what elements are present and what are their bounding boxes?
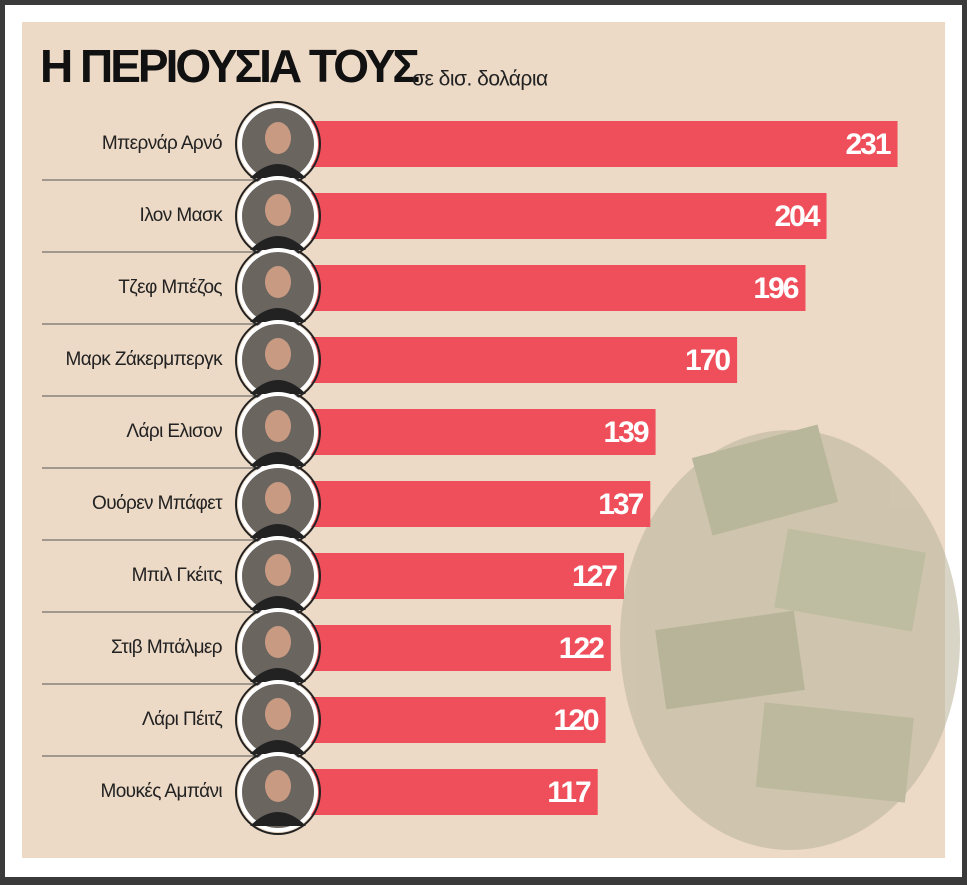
portrait-body xyxy=(250,164,306,178)
bar-value: 137 xyxy=(598,488,643,521)
chart-subtitle: σε δισ. δολάρια xyxy=(412,68,548,91)
portrait-body xyxy=(250,596,306,610)
portrait-face xyxy=(265,194,291,226)
bar xyxy=(290,193,827,239)
bar-value: 117 xyxy=(547,776,591,809)
category-label: Λάρι Ελισον xyxy=(126,421,222,442)
portrait-body xyxy=(250,524,306,538)
bar-value: 122 xyxy=(559,632,604,665)
category-label: Μπερνάρ Αρνό xyxy=(102,133,222,154)
bar xyxy=(290,697,606,743)
category-label: Ουόρεν Μπάφετ xyxy=(92,493,223,514)
chart-title: Η ΠΕΡΙΟΥΣΙΑ ΤΟΥΣ xyxy=(40,40,419,92)
category-label: Στιβ Μπάλμερ xyxy=(111,637,223,658)
portrait-face xyxy=(265,770,291,802)
bar xyxy=(290,121,898,167)
portrait-face xyxy=(265,410,291,442)
bar-value: 204 xyxy=(774,200,820,233)
portrait-body xyxy=(250,740,306,754)
category-label: Τζεφ Μπέζος xyxy=(118,277,222,298)
category-label: Μαρκ Ζάκερμπεργκ xyxy=(65,349,223,370)
category-label: Λάρι Πέιτζ xyxy=(142,709,223,730)
portrait-face xyxy=(265,698,291,730)
portrait-face xyxy=(265,482,291,514)
bar-value: 127 xyxy=(572,560,617,593)
bar-value: 120 xyxy=(554,704,599,737)
money-decoration xyxy=(620,424,960,850)
bar-value: 139 xyxy=(604,416,649,449)
bar xyxy=(290,481,651,527)
portrait-body xyxy=(250,668,306,682)
portrait-ring xyxy=(235,749,321,835)
portrait-body xyxy=(250,452,306,466)
bar-value: 196 xyxy=(753,272,798,305)
bar xyxy=(290,553,625,599)
bar-value: 170 xyxy=(685,344,730,377)
bar xyxy=(290,769,598,815)
portrait-face xyxy=(265,554,291,586)
portrait-body xyxy=(250,308,306,322)
bar xyxy=(290,337,738,383)
category-label: Μουκές Αμπάνι xyxy=(100,781,222,802)
category-label: Ιλον Μασκ xyxy=(140,205,224,226)
portrait-face xyxy=(265,626,291,658)
portrait-face xyxy=(265,266,291,298)
portrait-face xyxy=(265,338,291,370)
category-label: Μπιλ Γκέιτς xyxy=(132,565,223,586)
portrait-face xyxy=(265,122,291,154)
portrait-body xyxy=(250,236,306,250)
portrait-body xyxy=(250,380,306,394)
bar xyxy=(290,625,611,671)
bar xyxy=(290,265,806,311)
portrait-body xyxy=(250,812,306,826)
bar-value: 231 xyxy=(845,128,890,161)
bar xyxy=(290,409,656,455)
